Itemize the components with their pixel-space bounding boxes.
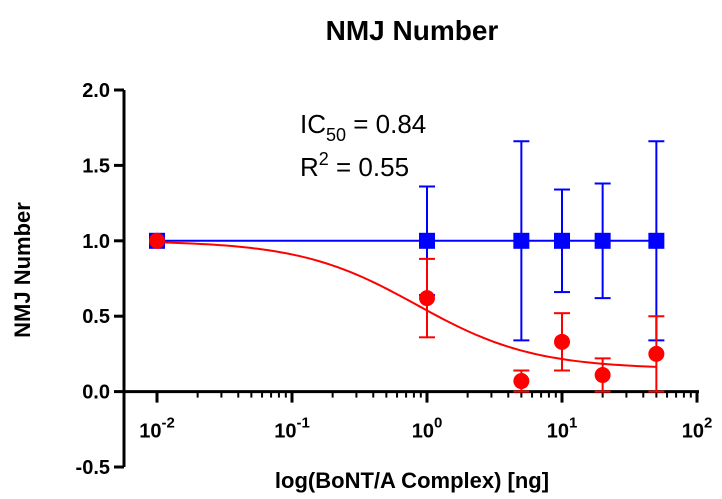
data-point-square: [513, 232, 530, 249]
x-axis-label: log(BoNT/A Complex) [ng]: [275, 468, 549, 493]
x-tick-label: 10-1: [274, 415, 310, 443]
data-point-circle: [419, 290, 435, 307]
data-point-square: [554, 232, 570, 249]
fit-curves: [156, 239, 657, 368]
y-axis-label: NMJ Number: [10, 202, 35, 338]
axes: -0.5 0.0 0.5 1.0 1.5 2.0 10-2 10-1 100 101 102: [76, 80, 713, 479]
x-tick-label: 101: [547, 415, 578, 443]
y-tick-label: 1.5: [82, 155, 110, 177]
y-tick-label: -0.5: [76, 457, 110, 479]
data-markers: [149, 232, 665, 390]
y-tick-label: 2.0: [82, 80, 110, 102]
data-point-square: [648, 232, 665, 249]
x-tick-label: 100: [412, 415, 443, 443]
data-point-circle: [513, 373, 530, 390]
data-point-square: [419, 232, 435, 249]
ic50-annotation: IC50 = 0.84: [300, 109, 426, 145]
data-point-circle: [149, 232, 165, 249]
x-tick-label: 10-2: [139, 415, 175, 443]
data-point-circle: [594, 367, 611, 384]
error-bars: [419, 140, 665, 393]
data-point-circle: [648, 345, 665, 362]
y-tick-label: 1.0: [82, 231, 110, 253]
annotations: IC50 = 0.84 R2 = 0.55: [300, 109, 426, 182]
data-point-square: [594, 232, 611, 249]
r2-annotation: R2 = 0.55: [300, 149, 409, 182]
y-tick-label: 0.5: [82, 306, 110, 328]
chart-title: NMJ Number: [326, 15, 499, 46]
x-tick-label: 102: [682, 415, 713, 443]
fit-curve: [156, 241, 657, 368]
y-tick-label: 0.0: [82, 382, 110, 404]
data-point-circle: [554, 333, 570, 350]
